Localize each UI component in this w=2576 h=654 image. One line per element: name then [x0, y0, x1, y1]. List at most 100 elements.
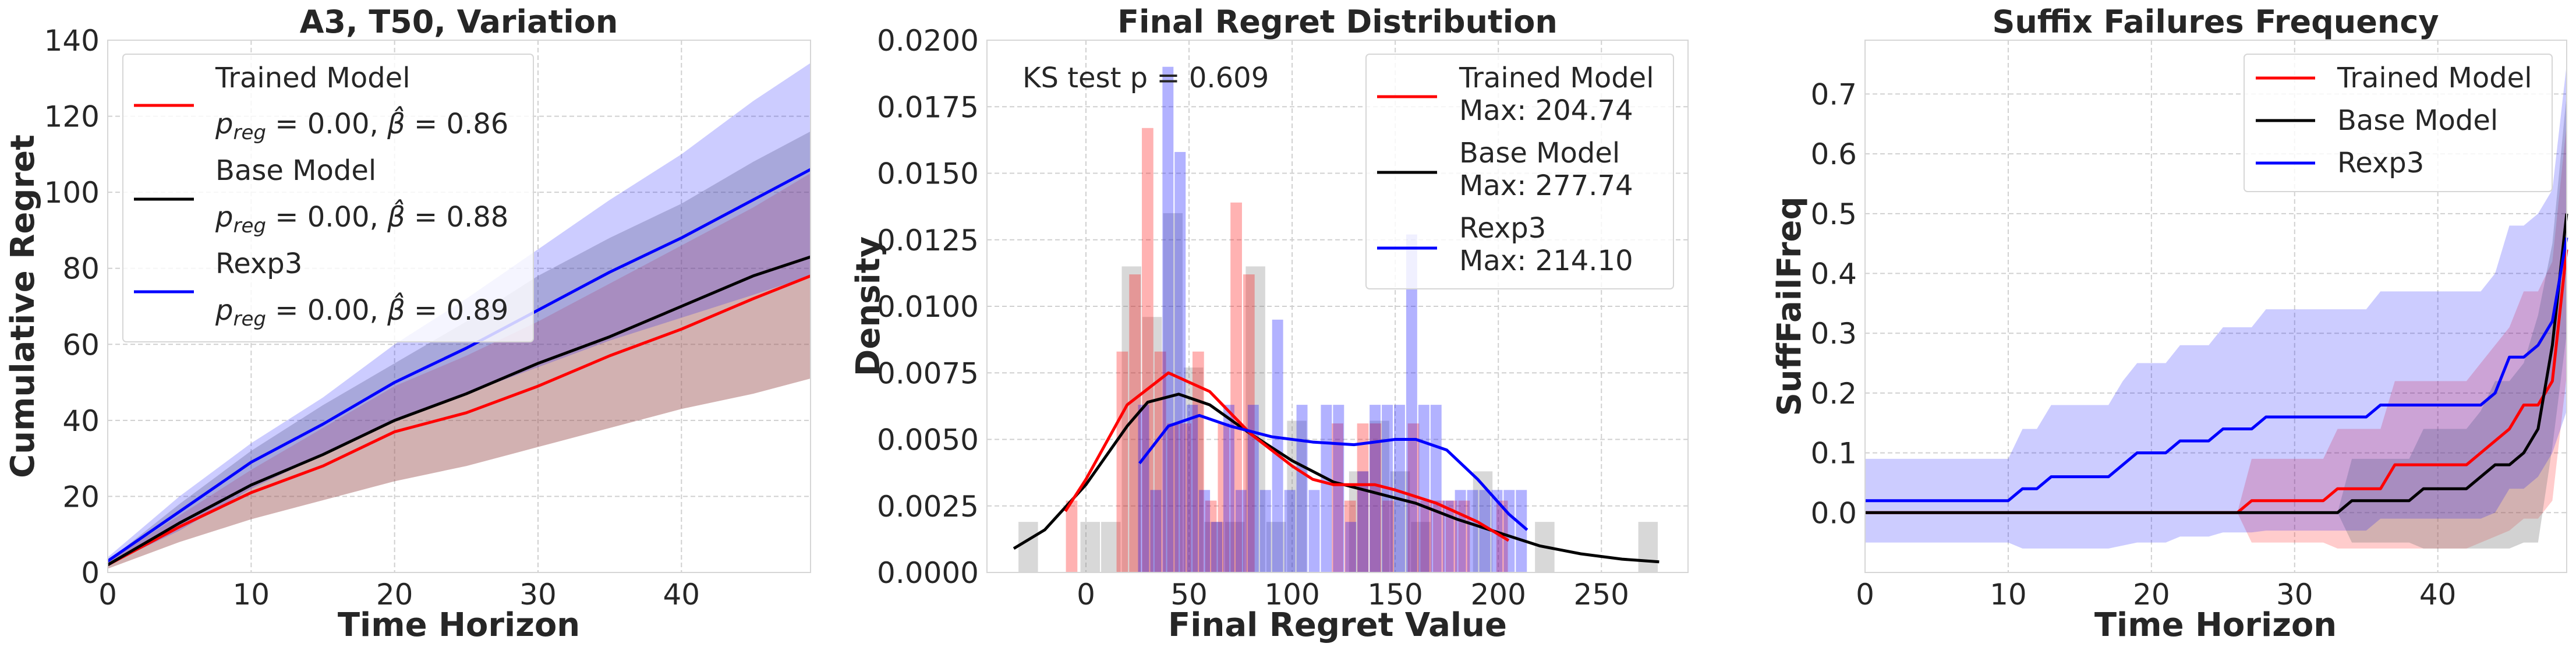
- hist-bar-rexp3: [1333, 405, 1344, 572]
- kde-trained: [1064, 371, 1510, 542]
- x-tick-label: 30: [2276, 578, 2313, 611]
- chart-title: A3, T50, Variation: [300, 3, 618, 40]
- hist-bar-trained: [1180, 423, 1191, 572]
- hist-bar-rexp3: [1272, 319, 1283, 572]
- x-tick-label: 10: [233, 578, 270, 611]
- y-tick-label: 0.4: [1810, 257, 1857, 291]
- y-tick-label: 20: [62, 480, 100, 514]
- band-trained: [1865, 123, 2567, 549]
- hist-bar-trained: [1142, 128, 1153, 572]
- legend: Trained Model Base Model Rexp3: [2244, 54, 2553, 192]
- legend-stats-trained: preg = 0.00, β̂ = 0.86: [215, 105, 508, 144]
- y-tick-label: 0.0150: [877, 157, 979, 191]
- x-tick-label: 50: [1170, 578, 1208, 611]
- x-axis-label: Time Horizon: [2094, 606, 2337, 644]
- legend-box: [2244, 54, 2553, 192]
- kde-base: [1013, 393, 1659, 564]
- x-tick-label: 40: [2419, 578, 2457, 611]
- hist-bar-base: [1018, 522, 1038, 572]
- y-tick-label: 0.1: [1810, 437, 1857, 471]
- hist-bar-trained: [1230, 202, 1242, 572]
- hist-bar-base: [1225, 522, 1245, 572]
- hist-bar-rexp3: [1345, 522, 1357, 572]
- legend-max-trained: Max: 204.74: [1459, 94, 1633, 127]
- legend-max-rexp3: Max: 214.10: [1459, 245, 1633, 277]
- hist-bar-base: [1287, 420, 1307, 572]
- y-tick-label: 0.0025: [877, 490, 979, 524]
- hist-bar-base: [1101, 522, 1121, 572]
- band-base: [1865, 94, 2567, 549]
- hist-bar-rexp3: [1430, 405, 1442, 572]
- hist-bar-rexp3: [1187, 405, 1198, 572]
- hist-bar-trained: [1344, 500, 1356, 572]
- legend-label-rexp3: Rexp3: [215, 248, 302, 280]
- y-tick-label: 120: [44, 100, 100, 134]
- legend-label-trained: Trained Model: [1459, 62, 1654, 94]
- hist-bar-trained: [1218, 423, 1230, 572]
- suffix-failures-frequency-chart: 0 10 20 30 40 0.0 0.1 0.2 0.3 0.4 0.5 0.6 0.7 Suffix…: [1771, 3, 2568, 644]
- legend-stats-base: preg = 0.00, β̂ = 0.88: [215, 199, 508, 238]
- y-tick-label: 0.6: [1810, 137, 1857, 171]
- legend-label-base: Base Model: [2337, 104, 2498, 137]
- legend: Trained Model preg = 0.00, β̂ = 0.86 Bas…: [122, 54, 534, 342]
- hist-bar-trained: [1129, 274, 1141, 572]
- y-tick-label: 0.0125: [877, 224, 979, 257]
- hist-bar-rexp3: [1479, 490, 1491, 572]
- hist-bar-rexp3: [1516, 490, 1527, 572]
- hist-bar-rexp3: [1467, 490, 1478, 572]
- hist-bar-trained: [1332, 423, 1343, 572]
- line-rexp3: [107, 168, 812, 563]
- hist-bar-rexp3: [1199, 490, 1211, 572]
- hist-bar-trained: [1192, 351, 1204, 572]
- legend-stats-rexp3: preg = 0.00, β̂ = 0.89: [215, 292, 508, 331]
- hist-bar-rexp3: [1211, 522, 1223, 572]
- hist-bar-rexp3: [1308, 490, 1320, 572]
- cumulative-regret-chart: 0 10 20 30 40 0 20 40 60 80 100 120 140 A3, T50, Var…: [4, 3, 812, 644]
- x-tick-label: 0: [1856, 578, 1874, 611]
- line-trained: [107, 274, 811, 567]
- chart-title: Suffix Failures Frequency: [1992, 3, 2439, 40]
- hist-bar-rexp3: [1357, 471, 1369, 572]
- legend-label-rexp3: Rexp3: [1459, 212, 1546, 245]
- y-tick-label: 0.0000: [877, 556, 979, 590]
- legend-box: [122, 54, 534, 342]
- x-tick-label: 200: [1470, 578, 1526, 611]
- final-regret-distribution-chart: 0 50 100 150 200 250 0.0000 0.0025 0.0050 0.0075 0…: [850, 3, 1689, 644]
- hist-bar-rexp3: [1284, 490, 1296, 572]
- legend-label-base: Base Model: [215, 154, 376, 187]
- hist-bar-base: [1080, 522, 1101, 572]
- hist-bar-rexp3: [1418, 405, 1429, 572]
- hist-bar-trained: [1370, 423, 1382, 572]
- hist-bar-rexp3: [1455, 490, 1466, 572]
- x-tick-label: 0: [98, 578, 117, 611]
- band-rexp3: [1865, 64, 2567, 549]
- tick-labels: 0 10 20 30 40 0.0 0.1 0.2 0.3 0.4 0.5 0.6 0.7: [1810, 77, 2456, 611]
- chart-marks: [1865, 64, 2568, 549]
- hist-bar-trained: [1205, 500, 1217, 572]
- y-tick-label: 0.0200: [877, 24, 979, 58]
- line-base: [1865, 213, 2568, 514]
- plot-frame: [107, 40, 811, 573]
- hist-bar-base: [1411, 522, 1431, 572]
- y-tick-label: 0.0: [1810, 496, 1857, 530]
- legend-max-base: Max: 277.74: [1459, 169, 1633, 202]
- y-tick-label: 80: [62, 252, 100, 286]
- x-tick-label: 250: [1574, 578, 1629, 611]
- legend-label-base: Base Model: [1459, 137, 1620, 169]
- legend-box: [1365, 54, 1674, 289]
- hist-bar-base: [1245, 266, 1265, 572]
- y-tick-label: 0.5: [1810, 197, 1857, 231]
- hist-bar-trained: [1167, 423, 1179, 572]
- y-tick-label: 60: [62, 328, 100, 362]
- hist-bar-trained: [1154, 351, 1166, 572]
- kde-rexp3: [1138, 413, 1528, 531]
- hist-bar-trained: [1382, 500, 1394, 572]
- plot-frame: [1864, 40, 2567, 573]
- hist-bar-trained: [1066, 500, 1078, 572]
- hist-bar-base: [1638, 522, 1658, 572]
- hist-bar-trained: [1407, 423, 1420, 572]
- line-base: [107, 255, 811, 567]
- y-tick-label: 100: [44, 176, 100, 210]
- y-axis-label: Density: [850, 236, 887, 376]
